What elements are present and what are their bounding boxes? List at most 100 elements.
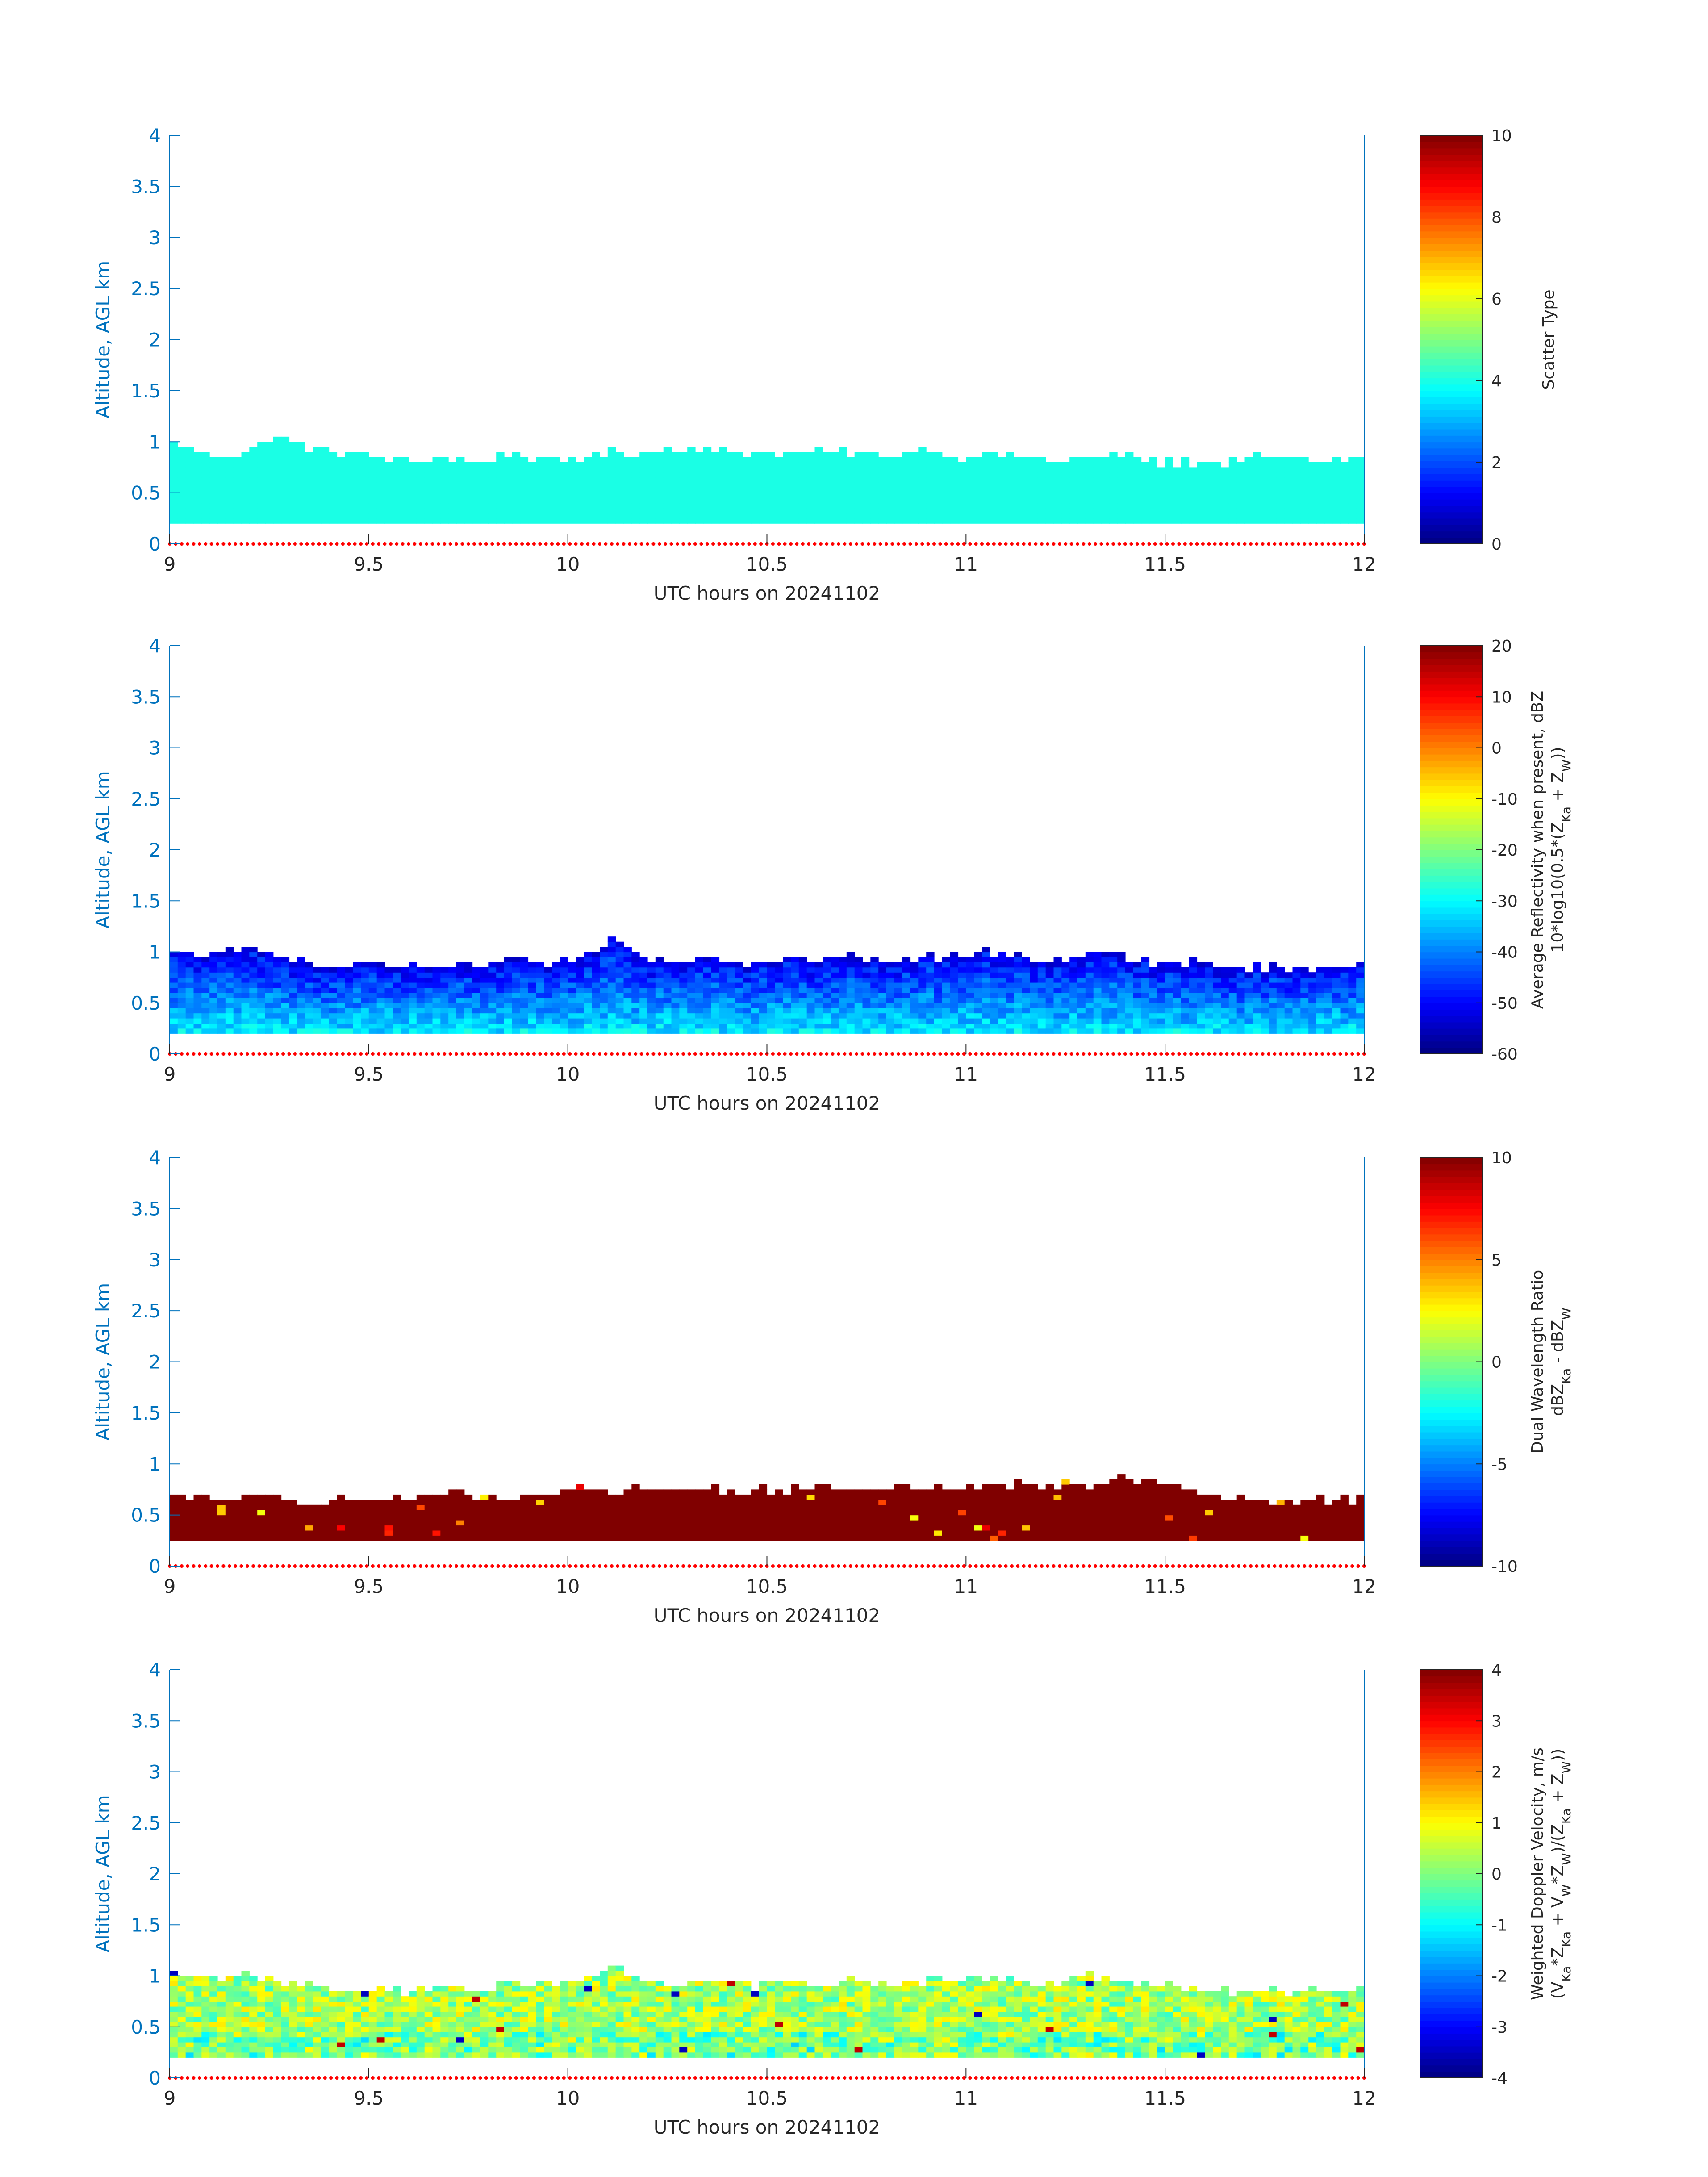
heatmap-cell — [687, 488, 696, 493]
heatmap-cell — [1157, 962, 1165, 968]
colorbar-segment — [1420, 422, 1482, 430]
heatmap-cell — [401, 1028, 409, 1034]
heatmap-cell — [1213, 493, 1221, 498]
heatmap-cell — [376, 467, 385, 473]
heatmap-cell — [982, 503, 990, 509]
heatmap-cell — [1053, 467, 1062, 473]
heatmap-cell — [894, 1008, 903, 1014]
heatmap-cell — [719, 1028, 727, 1034]
heatmap-cell — [958, 987, 966, 993]
heatmap-cell — [448, 972, 457, 978]
baseline-dot — [1105, 1052, 1109, 1056]
heatmap-cell — [1316, 472, 1325, 478]
heatmap-cell — [520, 508, 529, 514]
heatmap-cell — [1141, 1023, 1150, 1029]
heatmap-cell — [655, 1003, 664, 1008]
heatmap-cell — [313, 1028, 322, 1034]
baseline-dot — [1320, 1052, 1324, 1056]
heatmap-cell — [1165, 1008, 1173, 1014]
heatmap-cell — [600, 493, 608, 498]
heatmap-cell — [823, 457, 831, 463]
heatmap-cell — [1093, 1023, 1102, 1029]
heatmap-cell — [607, 513, 616, 519]
heatmap-cell — [767, 488, 775, 493]
heatmap-cell — [249, 1520, 258, 1526]
heatmap-cell — [902, 482, 911, 488]
heatmap-cell — [456, 457, 465, 463]
heatmap-cell — [1030, 477, 1038, 483]
heatmap-cell — [767, 998, 775, 1003]
heatmap-cell — [376, 513, 385, 519]
heatmap-cell — [440, 477, 449, 483]
heatmap-cell — [1340, 518, 1349, 524]
heatmap-cell — [990, 503, 998, 509]
heatmap-cell — [679, 513, 688, 519]
heatmap-cell — [1141, 1008, 1150, 1014]
heatmap-cell — [225, 1023, 234, 1029]
heatmap-cell — [1141, 508, 1150, 514]
heatmap-cell — [305, 477, 313, 483]
baseline-dot — [1171, 542, 1175, 546]
heatmap-cell — [281, 503, 290, 509]
heatmap-cell — [862, 987, 871, 993]
heatmap-cell — [783, 1018, 791, 1024]
heatmap-cell — [767, 967, 775, 973]
heatmap-cell — [735, 498, 743, 504]
heatmap-cell — [918, 977, 927, 983]
colorbar-segment — [1420, 728, 1482, 735]
baseline-dot — [664, 542, 668, 546]
heatmap-cell — [966, 1003, 974, 1008]
heatmap-cell — [1085, 488, 1094, 493]
colorbar-segment — [1420, 390, 1482, 397]
heatmap-cell — [1284, 972, 1293, 978]
colorbar-segment — [1420, 646, 1482, 653]
heatmap-cell — [990, 998, 998, 1003]
heatmap-cell — [241, 1510, 250, 1516]
heatmap-cell — [1269, 503, 1277, 509]
heatmap-cell — [671, 508, 680, 514]
heatmap-cell — [544, 967, 552, 973]
y-tick-label: 0 — [149, 1043, 161, 1065]
heatmap-cell — [854, 977, 863, 983]
heatmap-cell — [1014, 962, 1022, 968]
colorbar-segment — [1420, 843, 1482, 850]
heatmap-cell — [695, 967, 704, 973]
heatmap-cell — [185, 472, 194, 478]
heatmap-cell — [663, 1018, 672, 1024]
heatmap-cell — [759, 1003, 768, 1008]
heatmap-cell — [990, 513, 998, 519]
heatmap-cell — [368, 472, 377, 478]
heatmap-cell — [647, 1018, 656, 1024]
heatmap-cell — [337, 518, 345, 524]
heatmap-cell — [289, 1504, 297, 1510]
heatmap-cell — [759, 998, 768, 1003]
heatmap-cell — [902, 972, 911, 978]
heatmap-cell — [416, 508, 425, 514]
heatmap-cell — [1308, 508, 1317, 514]
heatmap-cell — [1253, 987, 1261, 993]
heatmap-cell — [958, 482, 966, 488]
heatmap-cell — [520, 457, 529, 463]
heatmap-cell — [456, 1013, 465, 1019]
heatmap-cell — [1030, 987, 1038, 993]
heatmap-cell — [1006, 493, 1014, 498]
heatmap-cell — [751, 482, 760, 488]
baseline-dot — [192, 1052, 196, 1056]
heatmap-cell — [950, 1013, 959, 1019]
heatmap-cell — [759, 967, 768, 973]
heatmap-cell — [464, 1008, 473, 1014]
heatmap-cell — [209, 482, 218, 488]
baseline-dot — [735, 542, 739, 546]
heatmap-cell — [265, 962, 274, 968]
heatmap-cell — [1197, 462, 1205, 468]
baseline-dot — [956, 542, 960, 546]
heatmap-cell — [1157, 482, 1165, 488]
heatmap-cell — [496, 1008, 505, 1014]
heatmap-cell — [289, 472, 297, 478]
heatmap-cell — [1022, 472, 1030, 478]
heatmap-cell — [488, 1028, 497, 1034]
heatmap-cell — [209, 1028, 218, 1034]
heatmap-cell — [480, 972, 489, 978]
heatmap-cell — [329, 1003, 338, 1008]
heatmap-cell — [942, 457, 951, 463]
